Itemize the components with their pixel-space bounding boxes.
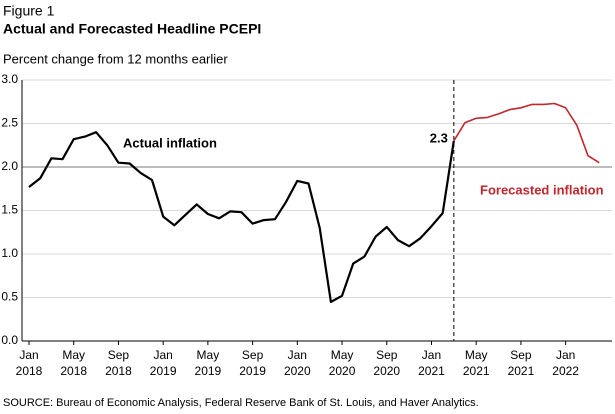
x-tick-label: Sep 2019: [239, 348, 266, 378]
x-tick-label: May 2021: [463, 348, 490, 378]
series-line: [453, 102, 600, 164]
x-tick-label: May 2018: [60, 348, 87, 378]
y-tick-label: 0.0: [1, 333, 18, 347]
legend-entry: Forecasted inflation: [480, 182, 604, 197]
x-tick-label: Jan 2021: [418, 348, 445, 378]
x-tick-label: Jan 2019: [150, 348, 177, 378]
legend-entry: Actual inflation: [123, 135, 217, 150]
y-axis-label: Percent change from 12 months earlier: [3, 51, 228, 66]
x-tick-label: Jan 2022: [552, 348, 579, 378]
y-tick-label: 0.5: [1, 290, 18, 304]
x-tick-label: Jan 2020: [284, 348, 311, 378]
y-tick-label: 3.0: [1, 72, 18, 86]
y-tick-label: 2.5: [1, 116, 18, 130]
y-tick-label: 1.5: [1, 203, 18, 217]
source-note: SOURCE: Bureau of Economic Analysis, Fed…: [3, 397, 479, 409]
x-tick-label: May 2019: [195, 348, 222, 378]
annotation: 2.3: [430, 130, 448, 145]
figure-label: Figure 1: [3, 3, 55, 19]
x-tick-label: Sep 2020: [373, 348, 400, 378]
y-tick-label: 2.0: [1, 159, 18, 173]
y-tick-label: 1.0: [1, 246, 18, 260]
chart-title: Actual and Forecasted Headline PCEPI: [3, 21, 261, 37]
x-tick-label: Jan 2018: [16, 348, 43, 378]
series-line: [28, 131, 455, 303]
x-tick-label: Sep 2018: [105, 348, 132, 378]
x-tick-label: Sep 2021: [508, 348, 535, 378]
x-tick-label: May 2020: [329, 348, 356, 378]
